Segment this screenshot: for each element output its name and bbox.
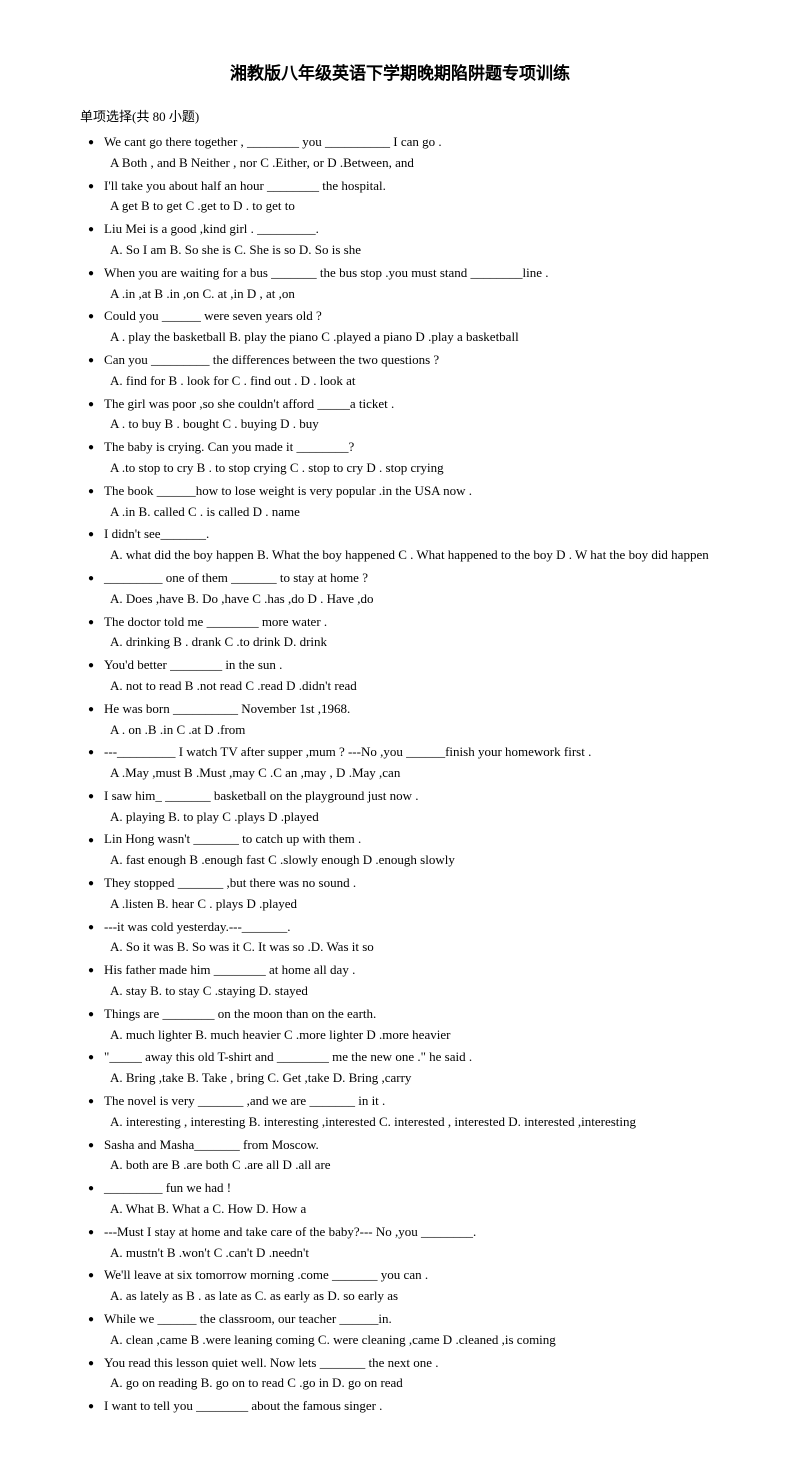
question-options: A. interesting , interesting B. interest… <box>80 1112 720 1133</box>
question-options: A .May ,must B .Must ,may C .C an ,may ,… <box>80 763 720 784</box>
question-text: You'd better ________ in the sun . <box>80 655 720 676</box>
question-text: When you are waiting for a bus _______ t… <box>80 263 720 284</box>
question-options: A. what did the boy happen B. What the b… <box>80 545 720 566</box>
question-item: The doctor told me ________ more water .… <box>80 612 720 654</box>
question-text: I saw him_ _______ basketball on the pla… <box>80 786 720 807</box>
question-options: A .to stop to cry B . to stop crying C .… <box>80 458 720 479</box>
question-options: A. fast enough B .enough fast C .slowly … <box>80 850 720 871</box>
question-options: A. drinking B . drank C .to drink D. dri… <box>80 632 720 653</box>
question-options: A . to buy B . bought C . buying D . buy <box>80 414 720 435</box>
question-options: A Both , and B Neither , nor C .Either, … <box>80 153 720 174</box>
question-text: The novel is very _______ ,and we are __… <box>80 1091 720 1112</box>
question-options: A. not to read B .not read C .read D .di… <box>80 676 720 697</box>
question-text: ---Must I stay at home and take care of … <box>80 1222 720 1243</box>
question-text: Sasha and Masha_______ from Moscow. <box>80 1135 720 1156</box>
question-item: Could you ______ were seven years old ?A… <box>80 306 720 348</box>
question-options: A. much lighter B. much heavier C .more … <box>80 1025 720 1046</box>
question-text: Lin Hong wasn't _______ to catch up with… <box>80 829 720 850</box>
question-item: "_____ away this old T-shirt and _______… <box>80 1047 720 1089</box>
question-options: A. So it was B. So was it C. It was so .… <box>80 937 720 958</box>
question-text: Could you ______ were seven years old ? <box>80 306 720 327</box>
question-text: I want to tell you ________ about the fa… <box>80 1396 720 1417</box>
question-text: The book ______how to lose weight is ver… <box>80 481 720 502</box>
question-item: While we ______ the classroom, our teach… <box>80 1309 720 1351</box>
question-item: I want to tell you ________ about the fa… <box>80 1396 720 1417</box>
question-text: I'll take you about half an hour _______… <box>80 176 720 197</box>
question-item: We'll leave at six tomorrow morning .com… <box>80 1265 720 1307</box>
question-text: Liu Mei is a good ,kind girl . _________… <box>80 219 720 240</box>
question-options: A. find for B . look for C . find out . … <box>80 371 720 392</box>
question-item: They stopped _______ ,but there was no s… <box>80 873 720 915</box>
question-item: I'll take you about half an hour _______… <box>80 176 720 218</box>
question-item: Things are ________ on the moon than on … <box>80 1004 720 1046</box>
question-options: A. clean ,came B .were leaning coming C.… <box>80 1330 720 1351</box>
question-options: A . on .B .in C .at D .from <box>80 720 720 741</box>
question-item: The novel is very _______ ,and we are __… <box>80 1091 720 1133</box>
question-options: A .in B. called C . is called D . name <box>80 502 720 523</box>
question-item: ---Must I stay at home and take care of … <box>80 1222 720 1264</box>
question-item: You'd better ________ in the sun .A. not… <box>80 655 720 697</box>
question-item: I saw him_ _______ basketball on the pla… <box>80 786 720 828</box>
question-item: Liu Mei is a good ,kind girl . _________… <box>80 219 720 261</box>
question-text: _________ one of them _______ to stay at… <box>80 568 720 589</box>
question-options: A. mustn't B .won't C .can't D .needn't <box>80 1243 720 1264</box>
question-item: Can you _________ the differences betwee… <box>80 350 720 392</box>
question-text: Things are ________ on the moon than on … <box>80 1004 720 1025</box>
question-item: Sasha and Masha_______ from Moscow.A. bo… <box>80 1135 720 1177</box>
question-text: He was born __________ November 1st ,196… <box>80 699 720 720</box>
question-item: When you are waiting for a bus _______ t… <box>80 263 720 305</box>
question-text: We cant go there together , ________ you… <box>80 132 720 153</box>
question-item: _________ one of them _______ to stay at… <box>80 568 720 610</box>
question-text: We'll leave at six tomorrow morning .com… <box>80 1265 720 1286</box>
question-options: A. both are B .are both C .are all D .al… <box>80 1155 720 1176</box>
question-options: A. So I am B. So she is C. She is so D. … <box>80 240 720 261</box>
question-item: _________ fun we had !A. What B. What a … <box>80 1178 720 1220</box>
question-text: I didn't see_______. <box>80 524 720 545</box>
section-header: 单项选择(共 80 小题) <box>80 107 720 128</box>
question-text: ---it was cold yesterday.---_______. <box>80 917 720 938</box>
question-text: They stopped _______ ,but there was no s… <box>80 873 720 894</box>
question-item: You read this lesson quiet well. Now let… <box>80 1353 720 1395</box>
question-text: You read this lesson quiet well. Now let… <box>80 1353 720 1374</box>
question-options: A get B to get C .get to D . to get to <box>80 196 720 217</box>
question-text: His father made him ________ at home all… <box>80 960 720 981</box>
question-options: A. What B. What a C. How D. How a <box>80 1199 720 1220</box>
question-item: I didn't see_______.A. what did the boy … <box>80 524 720 566</box>
question-options: A . play the basketball B. play the pian… <box>80 327 720 348</box>
question-item: His father made him ________ at home all… <box>80 960 720 1002</box>
question-options: A. Does ,have B. Do ,have C .has ,do D .… <box>80 589 720 610</box>
question-text: "_____ away this old T-shirt and _______… <box>80 1047 720 1068</box>
question-item: The book ______how to lose weight is ver… <box>80 481 720 523</box>
question-item: Lin Hong wasn't _______ to catch up with… <box>80 829 720 871</box>
question-options: A. playing B. to play C .plays D .played <box>80 807 720 828</box>
question-options: A. as lately as B . as late as C. as ear… <box>80 1286 720 1307</box>
question-item: The baby is crying. Can you made it ____… <box>80 437 720 479</box>
question-item: The girl was poor ,so she couldn't affor… <box>80 394 720 436</box>
question-text: _________ fun we had ! <box>80 1178 720 1199</box>
question-text: The baby is crying. Can you made it ____… <box>80 437 720 458</box>
question-text: The girl was poor ,so she couldn't affor… <box>80 394 720 415</box>
question-options: A. stay B. to stay C .staying D. stayed <box>80 981 720 1002</box>
question-item: ---_________ I watch TV after supper ,mu… <box>80 742 720 784</box>
question-options: A .listen B. hear C . plays D .played <box>80 894 720 915</box>
question-text: The doctor told me ________ more water . <box>80 612 720 633</box>
question-item: He was born __________ November 1st ,196… <box>80 699 720 741</box>
questions-list: We cant go there together , ________ you… <box>80 132 720 1417</box>
question-options: A. go on reading B. go on to read C .go … <box>80 1373 720 1394</box>
page-title: 湘教版八年级英语下学期晚期陷阱题专项训练 <box>80 60 720 87</box>
question-item: We cant go there together , ________ you… <box>80 132 720 174</box>
question-text: Can you _________ the differences betwee… <box>80 350 720 371</box>
question-options: A .in ,at B .in ,on C. at ,in D , at ,on <box>80 284 720 305</box>
question-item: ---it was cold yesterday.---_______.A. S… <box>80 917 720 959</box>
question-options: A. Bring ,take B. Take , bring C. Get ,t… <box>80 1068 720 1089</box>
question-text: ---_________ I watch TV after supper ,mu… <box>80 742 720 763</box>
question-text: While we ______ the classroom, our teach… <box>80 1309 720 1330</box>
